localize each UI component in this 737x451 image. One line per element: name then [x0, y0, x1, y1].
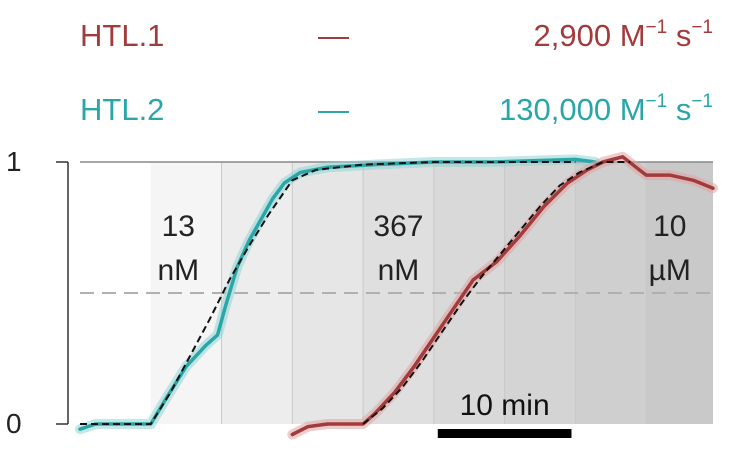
legend-rate-htl2-exp2: −1: [691, 91, 713, 112]
legend-dash-htl1: —: [318, 18, 349, 53]
legend-rate-htl2-value: 130,000 M: [499, 92, 646, 127]
legend-rate-htl1: 2,900 M−1 s−1: [534, 17, 713, 53]
legend-rate-htl1-exp1: −1: [646, 17, 668, 38]
series-line-htl-1-fit: [362, 161, 631, 425]
scale-bar: 10 min: [437, 389, 572, 438]
concentration-labels: 13 nM 367 nM 10 µM: [157, 210, 690, 287]
concentration-label-2-unit: µM: [649, 254, 691, 287]
legend-rate-htl2-unit: s: [667, 92, 691, 127]
y-tick-label-1: 1: [6, 146, 22, 177]
legend-rate-htl1-exp2: −1: [691, 17, 713, 38]
scale-bar-line: [437, 429, 572, 438]
concentration-label-1-unit: nM: [378, 254, 420, 287]
concentration-label-0-value: 13: [162, 210, 195, 243]
y-tick-label-0: 0: [6, 408, 22, 439]
legend-rate-htl1-value: 2,900 M: [534, 18, 646, 53]
series-layer: [75, 151, 718, 440]
legend-dash-htl2: —: [318, 92, 349, 127]
scale-bar-label: 10 min: [460, 389, 550, 422]
legend-rate-htl2-exp1: −1: [646, 91, 668, 112]
legend-rate-htl1-unit: s: [667, 18, 691, 53]
legend: HTL.1 — 2,900 M−1 s−1 HTL.2 — 130,000 M−…: [80, 17, 713, 127]
y-axis: 01: [6, 146, 69, 439]
concentration-label-2-value: 10: [653, 210, 686, 243]
legend-label-htl1: HTL.1: [80, 18, 164, 53]
legend-rate-htl2: 130,000 M−1 s−1: [499, 91, 713, 127]
concentration-band-0: [150, 162, 222, 424]
legend-label-htl2: HTL.2: [80, 92, 164, 127]
concentration-label-0-unit: nM: [157, 254, 199, 287]
concentration-label-1-value: 367: [373, 210, 423, 243]
